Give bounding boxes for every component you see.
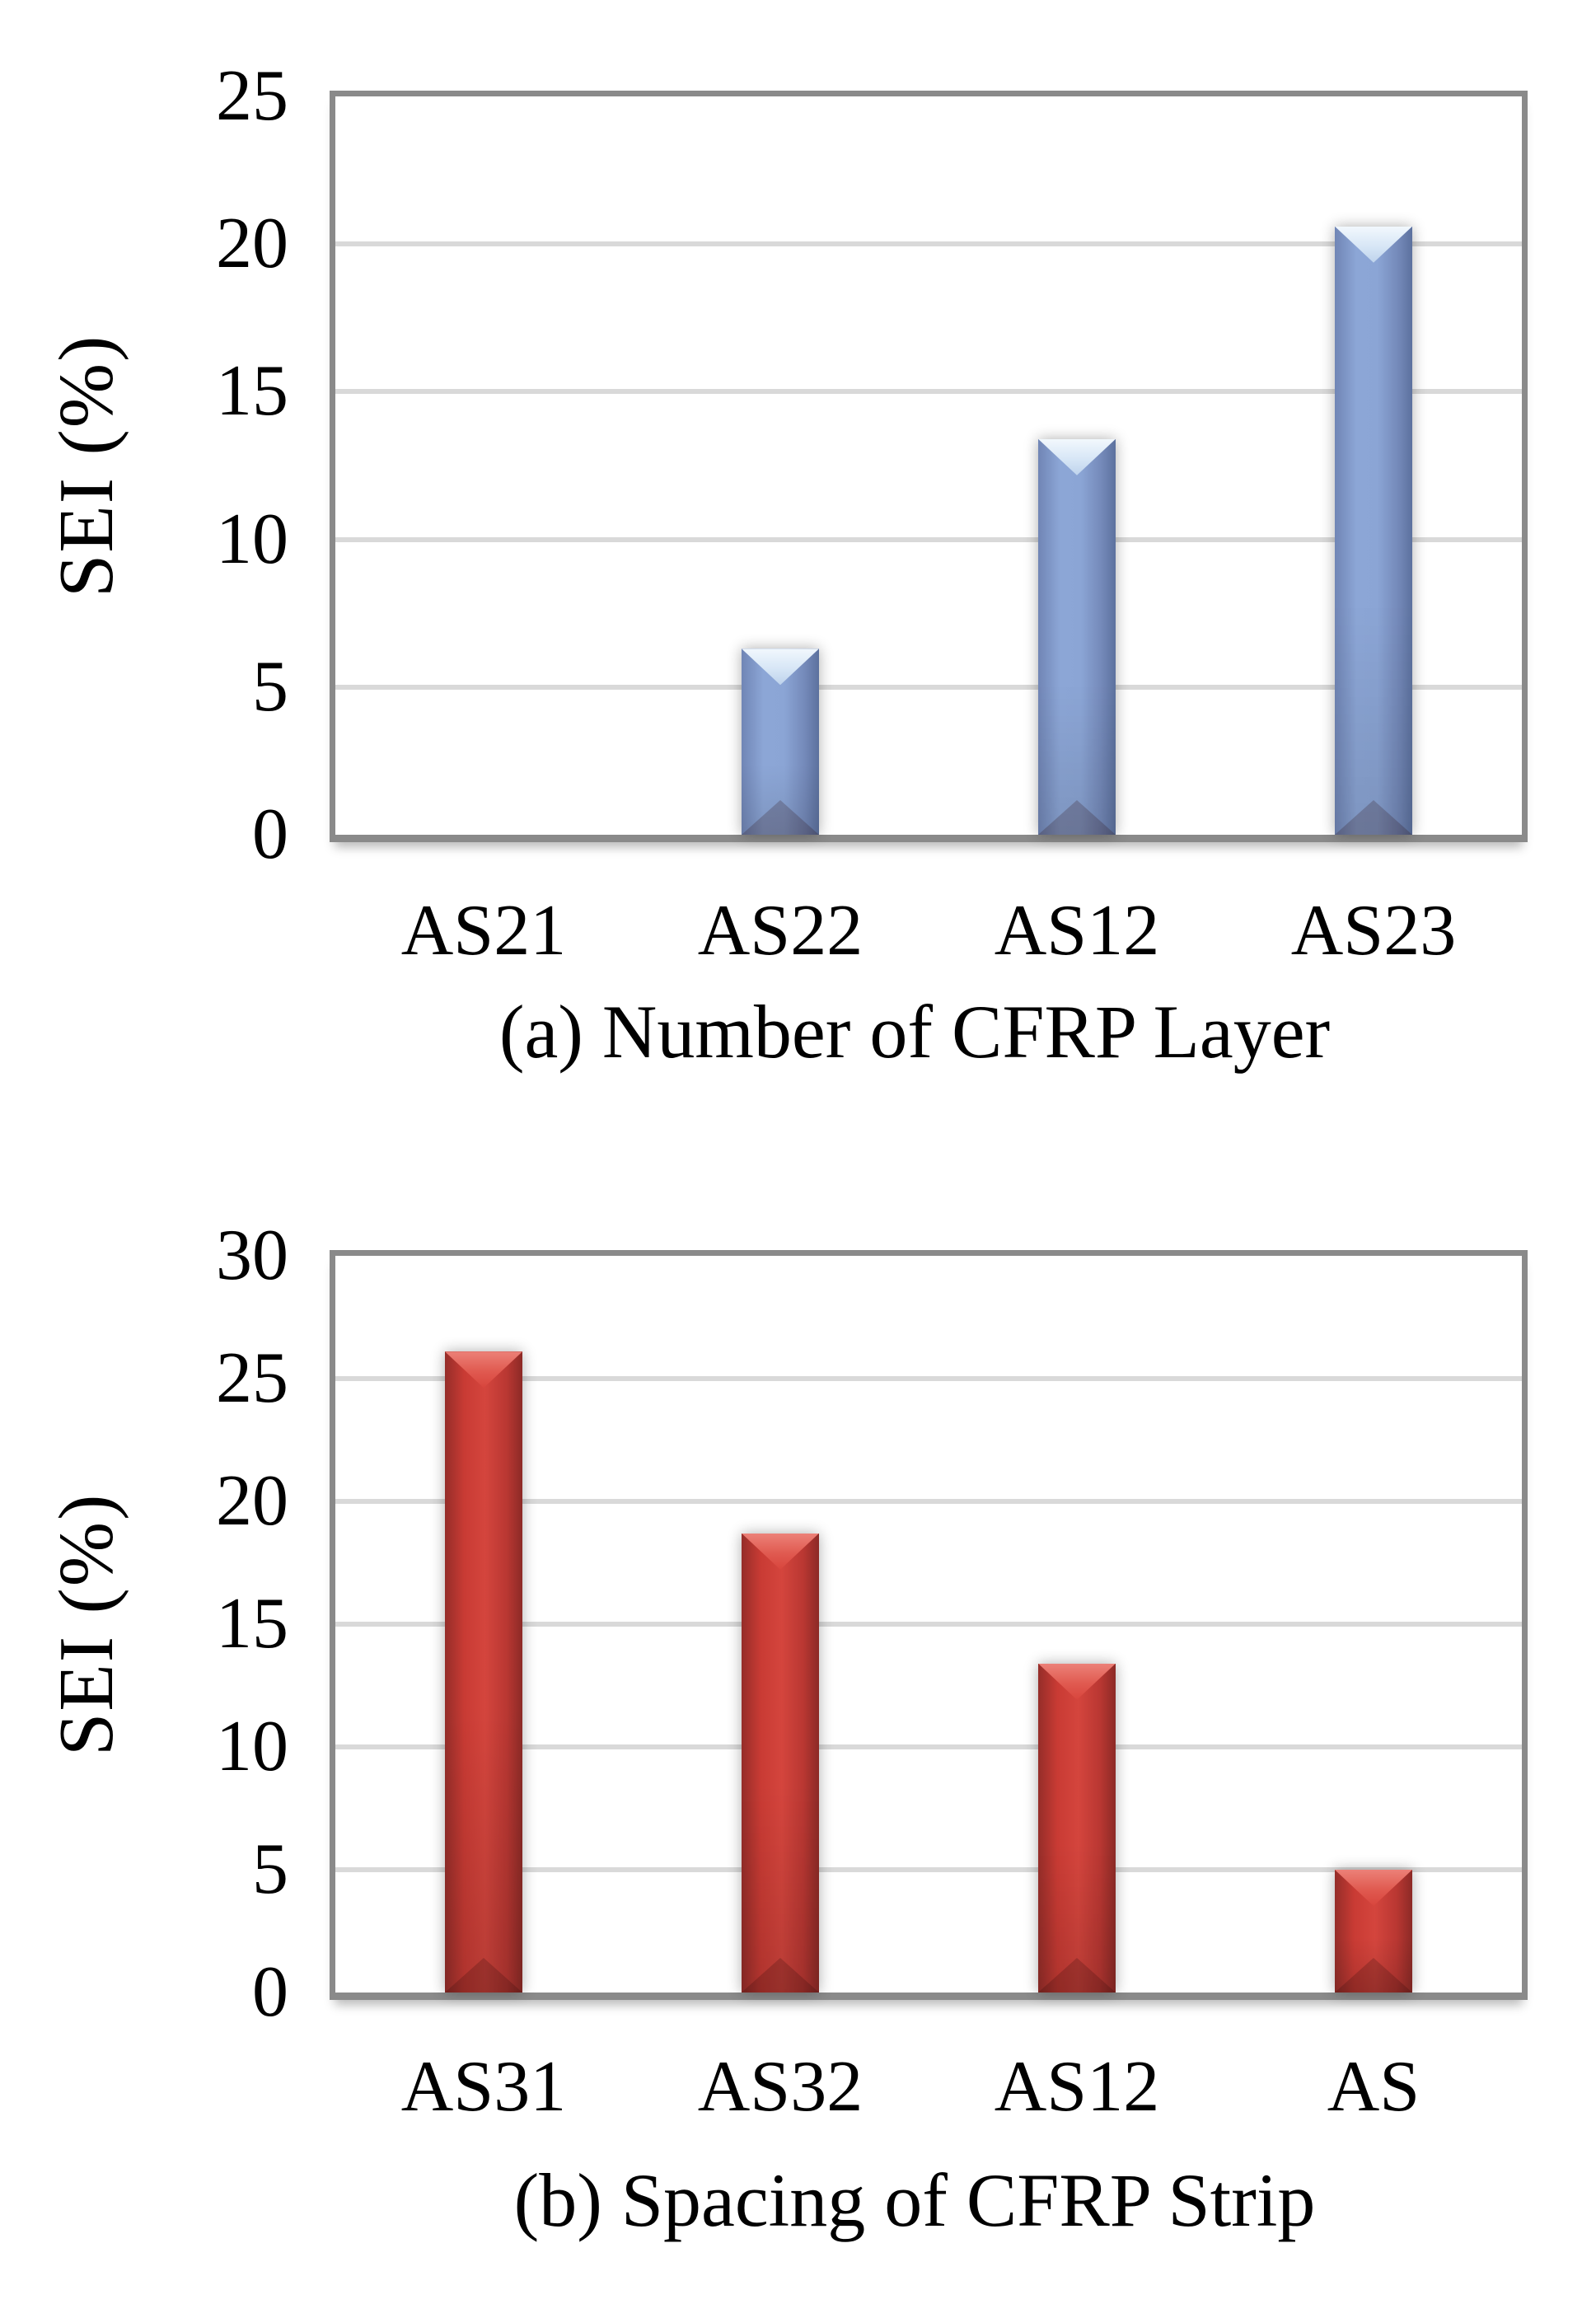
y-tick-b-0: 0 — [252, 1952, 288, 2032]
bar-top-highlight — [445, 1351, 522, 1388]
bar-AS31 — [445, 1351, 522, 1993]
gridline-a-20 — [335, 241, 1522, 247]
bar-AS23 — [1335, 226, 1412, 835]
x-label-AS: AS — [1327, 2047, 1420, 2127]
x-label-AS22: AS22 — [697, 891, 864, 971]
bar-top-highlight — [742, 649, 819, 686]
bar-bottom-shade — [1335, 1958, 1412, 1993]
y-tick-b-25: 25 — [216, 1338, 288, 1418]
x-label-AS12: AS12 — [994, 2047, 1160, 2127]
gridline-b-15 — [335, 1622, 1522, 1627]
bar-bottom-shade — [1335, 800, 1412, 835]
x-axis-labels-b: AS31 AS32 AS12 AS — [335, 2042, 1522, 2133]
y-tick-b-20: 20 — [216, 1461, 288, 1542]
y-tick-a-10: 10 — [216, 499, 288, 579]
y-tick-a-15: 15 — [216, 351, 288, 432]
y-tick-b-15: 15 — [216, 1584, 288, 1664]
y-axis-ticks-b: 0 5 10 15 20 25 30 — [99, 1220, 288, 2029]
gridline-a-5 — [335, 684, 1522, 690]
gridline-a-10 — [335, 536, 1522, 542]
y-tick-b-10: 10 — [216, 1707, 288, 1787]
gridline-b-5 — [335, 1867, 1522, 1873]
bar-AS22 — [742, 649, 819, 835]
bar-AS12 — [1038, 1663, 1116, 1993]
x-label-AS23: AS23 — [1290, 891, 1457, 971]
bar-AS12 — [1038, 438, 1116, 835]
bar-bottom-shade — [1038, 1958, 1116, 1993]
gridline-b-20 — [335, 1499, 1522, 1505]
bar-AS32 — [742, 1533, 819, 1993]
chart-a: SEI (%) 0 5 10 15 20 25 AS21 AS22 AS12 AS23 (a) … — [0, 0, 1596, 1154]
bar-bottom-shade — [742, 1958, 819, 1993]
bar-bottom-shade — [742, 800, 819, 835]
plot-area-b — [330, 1250, 1528, 2000]
bar-top-highlight — [1038, 438, 1116, 475]
bar-top-highlight — [742, 1533, 819, 1570]
x-label-AS21: AS21 — [400, 891, 567, 971]
y-tick-a-20: 20 — [216, 204, 288, 284]
y-tick-a-0: 0 — [252, 794, 288, 874]
plot-area-a — [330, 91, 1528, 842]
caption-b: (b) Spacing of CFRP Strip — [513, 2158, 1316, 2242]
x-label-AS12: AS12 — [994, 891, 1160, 971]
bar-AS — [1335, 1870, 1412, 1993]
bar-bottom-shade — [445, 1958, 522, 1993]
x-axis-labels-a: AS21 AS22 AS12 AS23 — [335, 886, 1522, 976]
x-label-AS31: AS31 — [400, 2047, 567, 2127]
y-tick-b-30: 30 — [216, 1215, 288, 1295]
gridline-a-15 — [335, 389, 1522, 395]
bar-top-highlight — [1038, 1663, 1116, 1700]
caption-a: (a) Number of CFRP Layer — [498, 990, 1331, 1074]
y-tick-b-5: 5 — [252, 1829, 288, 1910]
x-label-AS32: AS32 — [697, 2047, 864, 2127]
chart-b: SEI (%) 0 5 10 15 20 25 30 AS31 AS32 AS12 AS (b) … — [0, 1154, 1596, 2318]
bar-top-highlight — [1335, 226, 1412, 263]
gridline-b-25 — [335, 1376, 1522, 1381]
y-axis-ticks-a: 0 5 10 15 20 25 — [99, 60, 288, 871]
y-tick-a-25: 25 — [216, 56, 288, 136]
bar-bottom-shade — [1038, 800, 1116, 835]
bar-top-highlight — [1335, 1870, 1412, 1907]
gridline-b-10 — [335, 1744, 1522, 1750]
y-tick-a-5: 5 — [252, 646, 288, 727]
